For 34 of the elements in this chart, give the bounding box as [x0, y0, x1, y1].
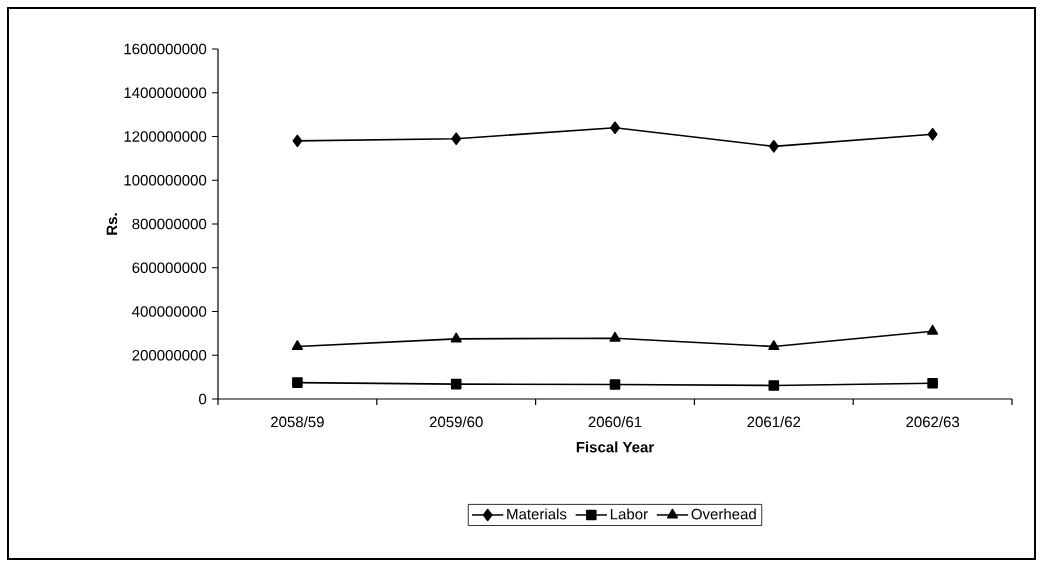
point — [927, 377, 938, 389]
x-tick-label: 2062/63 — [906, 416, 960, 428]
y-tick-label: 1400000000 — [124, 87, 207, 99]
y-tick-label: 800000000 — [132, 218, 207, 230]
point — [609, 379, 621, 390]
y-tick-label: 1600000000 — [124, 43, 207, 55]
y-tick-label: 1200000000 — [124, 131, 207, 142]
x-tick-label: 2061/62 — [747, 416, 801, 428]
point — [451, 132, 462, 145]
legend-label: Materials — [507, 508, 567, 520]
y-tick-label: 600000000 — [132, 262, 207, 274]
x-axis-title: Fiscal Year — [576, 441, 654, 453]
point — [292, 377, 303, 388]
point — [450, 378, 462, 390]
x-tick-label: 2059/60 — [429, 416, 483, 428]
point — [927, 324, 939, 335]
y-axis-title: Rs. — [106, 213, 118, 235]
y-tick-label: 200000000 — [132, 349, 207, 361]
point — [768, 140, 779, 153]
x-tick-label: 2058/59 — [271, 416, 324, 428]
legend-label: Overhead — [691, 508, 756, 520]
point — [291, 340, 303, 351]
point — [610, 121, 620, 135]
point — [927, 128, 938, 141]
y-tick-label: 400000000 — [132, 306, 207, 317]
point — [292, 134, 303, 148]
point — [768, 380, 780, 391]
point — [609, 331, 621, 342]
point — [450, 332, 462, 343]
y-tick-label: 1000000000 — [124, 174, 207, 186]
point — [768, 340, 780, 351]
y-tick-label: 0 — [199, 393, 207, 405]
x-tick-label: 2060/61 — [588, 416, 642, 428]
legend-label: Labor — [610, 508, 648, 520]
